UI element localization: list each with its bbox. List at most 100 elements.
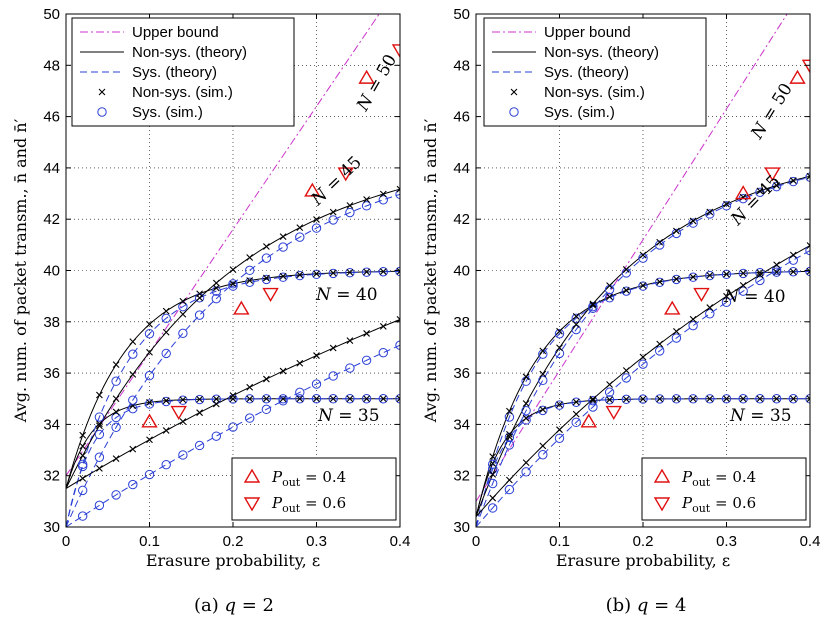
y-tick-label: 38 [453,314,470,331]
sim-nonsys-point [129,445,137,453]
legend-main: Upper bound Non-sys. (theory) Sys. (theory… [483,17,707,127]
theory-sys-N45 [476,176,810,527]
sim-sys-point [755,267,765,278]
sim-nonsys-point [263,395,270,403]
sim-nonsys-point [363,196,370,203]
pout-06-marker [605,405,622,420]
sim-nonsys-point [129,338,137,346]
sim-nonsys-point [112,408,120,416]
sim-nonsys-point [806,172,810,180]
sim-nonsys-point [296,224,304,232]
sim-nonsys-point [489,471,497,478]
sim-sys-point [311,269,322,280]
sim-sys-point [688,272,698,282]
sim-nonsys-point [756,269,764,276]
legend-swatch-pout04 [243,468,261,483]
sim-nonsys-point [396,395,400,403]
sim-sys-point [655,277,665,287]
pout-06-marker [262,287,279,302]
sim-nonsys-point [79,452,87,459]
sim-sys-point [295,387,305,398]
sim-nonsys-point [622,367,630,374]
sim-nonsys-point [706,208,714,216]
sim-sys-point [721,201,732,211]
legend-swatch-pout06 [653,497,671,512]
sim-sys-point [671,228,682,239]
sim-sys-point [638,253,648,263]
sim-nonsys-point [639,395,647,403]
sim-sys-point [504,412,515,422]
sim-nonsys-point [622,266,630,273]
sim-sys-point [245,394,255,404]
sim-nonsys-point [773,261,780,269]
sim-nonsys-point [506,430,513,438]
sim-nonsys-point [363,395,370,403]
sim-sys-point [194,440,205,451]
x-tick-label: 0.4 [800,533,821,550]
sim-sys-point [571,324,581,335]
sim-sys-point [588,402,598,412]
sim-nonsys-point [296,271,304,279]
sim-nonsys-point [522,400,530,407]
panel-b: 0 0.1 0.2 0.3 0.4 30 32 34 36 38 40 42 44 46 48 50 N = … [421,6,821,616]
sim-sys-point [94,429,105,440]
sim-nonsys-point [572,410,580,418]
pout-04-marker [580,413,597,428]
legend-swatch-sys-sim [509,107,519,117]
sim-sys-point [228,281,238,291]
sim-sys-point [671,274,682,285]
sim-nonsys-point [329,395,337,403]
sim-nonsys-point [346,395,354,403]
sim-nonsys-point [522,459,530,467]
sim-sys-point [261,394,272,404]
sim-nonsys-point [506,476,513,484]
sim-sys-point [111,422,121,432]
sim-sys-point [755,394,765,404]
sim-nonsys-point [296,359,304,367]
legend-label-sys_sim: Sys. (sim.) [132,104,203,121]
sim-nonsys-point [196,294,203,302]
sim-sys-point [245,413,255,423]
sim-nonsys-point [789,395,797,403]
sim-sys-point [178,301,188,312]
sim-nonsys-point [589,395,597,403]
x-tick-label: 0.4 [390,533,411,550]
y-tick-label: 46 [453,109,470,126]
sim-sys-point [261,404,272,415]
legend-label-sys_theory: Sys. (theory) [544,64,629,81]
theory-sys-N50 [66,344,400,527]
sim-sys-point [295,270,305,281]
sim-sys-point [638,281,648,291]
sim-nonsys-point [179,418,187,425]
sim-sys-point [328,268,338,279]
sim-sys-point [345,394,355,404]
sim-sys-point [504,484,515,495]
sim-sys-point [738,286,748,296]
sim-sys-point [144,469,155,480]
sim-nonsys-point [539,406,547,413]
sim-sys-point [245,277,255,287]
sim-nonsys-point [723,200,730,208]
sim-nonsys-point [556,401,563,409]
y-tick-label: 40 [43,263,60,280]
pout-04-marker [358,69,375,84]
sim-nonsys-point [522,373,530,381]
sim-sys-point [788,267,798,277]
sim-nonsys-point [96,391,103,399]
sim-sys-point [78,459,88,470]
sim-nonsys-point [112,395,120,403]
sim-sys-point [705,394,715,404]
sim-nonsys-point [706,304,714,311]
legend-label-nonsys_sim: Non-sys. (sim.) [544,84,645,101]
sim-sys-point [771,394,782,404]
legend-label-nonsys_theory: Non-sys. (theory) [544,44,659,61]
sim-nonsys-point [96,422,103,430]
y-tick-label: 44 [453,160,470,177]
sim-nonsys-point [279,233,287,241]
x-tick-label: 0.1 [139,533,160,550]
panel-caption: (b) q = 4 [606,595,687,616]
sim-sys-point [705,270,715,281]
sim-sys-point [538,349,548,359]
sim-sys-point [361,267,372,277]
sim-nonsys-point [146,320,153,328]
